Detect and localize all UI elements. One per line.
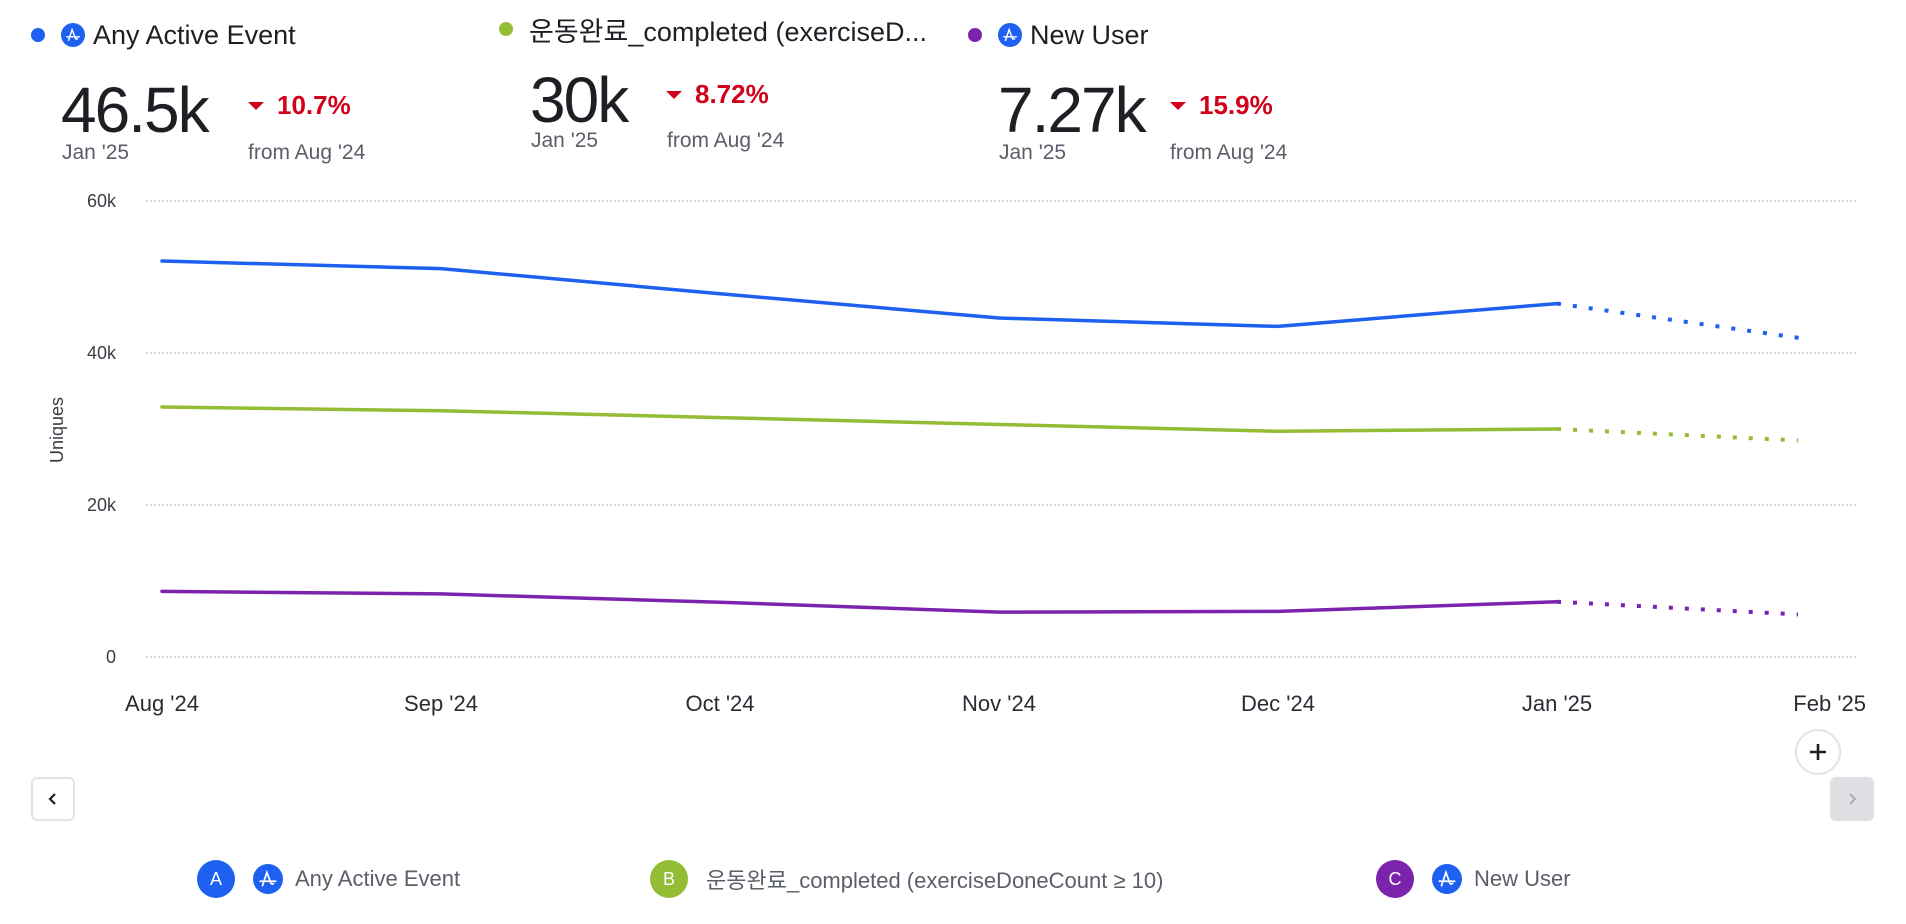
legend-label: New User xyxy=(1474,866,1571,891)
metric-delta-from: from Aug '24 xyxy=(248,141,366,164)
legend-label: 운동완료_completed (exerciseDoneCount ≥ 10) xyxy=(706,868,1164,893)
caret-down-icon xyxy=(666,90,682,99)
event-icon xyxy=(61,23,85,47)
metric-period: Jan '25 xyxy=(531,129,599,152)
metric-delta-value: 15.9% xyxy=(1199,90,1273,120)
caret-down-icon xyxy=(1170,101,1186,110)
previous-page-button[interactable] xyxy=(31,777,75,821)
event-icon xyxy=(998,23,1022,47)
series-badge: C xyxy=(1376,860,1414,898)
metric-title: 운동완료_completed (exerciseD... xyxy=(529,16,927,47)
line-chart[interactable]: 0 20k 40k 60k Uniques Aug '24 Sep '24 Oct '24… xyxy=(0,0,1906,724)
gridlines xyxy=(146,200,1856,658)
y-axis: 0 20k 40k 60k xyxy=(87,191,117,667)
metric-new-user: New User 7.27k Jan '25 15.9% from Aug '2… xyxy=(968,17,1388,167)
series-line[interactable] xyxy=(160,259,1559,329)
caret-down-icon xyxy=(248,101,264,110)
metric-any-active-event: Any Active Event 46.5k Jan '25 10.7% fro… xyxy=(31,17,451,167)
series-color-dot xyxy=(968,28,982,42)
y-tick-label: 20k xyxy=(87,495,117,515)
legend-item-b[interactable]: B 운동완료_completed (exerciseDoneCount ≥ 10… xyxy=(650,859,1163,899)
y-axis-label: Uniques xyxy=(47,397,67,463)
metric-delta-from: from Aug '24 xyxy=(1170,141,1288,164)
metric-title: Any Active Event xyxy=(93,19,296,50)
metric-title-row[interactable]: 운동완료_completed (exerciseD... xyxy=(499,11,927,47)
x-tick-label: Oct '24 xyxy=(685,691,754,716)
x-tick-label: Feb '25 xyxy=(1793,691,1866,716)
series-3[interactable] xyxy=(156,585,1804,620)
chevron-right-icon xyxy=(1849,793,1857,805)
metric-delta: 8.72% xyxy=(666,79,769,110)
metric-period: Jan '25 xyxy=(62,141,130,164)
metric-delta-value: 8.72% xyxy=(695,79,769,109)
metric-delta-value: 10.7% xyxy=(277,90,351,120)
x-tick-label: Sep '24 xyxy=(404,691,478,716)
next-page-button[interactable] xyxy=(1830,777,1874,821)
series-color-dot xyxy=(499,22,513,36)
series-line[interactable] xyxy=(160,405,1559,434)
metric-title-row[interactable]: Any Active Event xyxy=(31,17,296,53)
series-badge: A xyxy=(197,860,235,898)
metric-value: 7.27k xyxy=(998,74,1147,146)
x-tick-label: Nov '24 xyxy=(962,691,1036,716)
event-icon xyxy=(1432,864,1462,894)
x-tick-label: Aug '24 xyxy=(125,691,199,716)
x-tick-label: Jan '25 xyxy=(1522,691,1592,716)
series-line[interactable] xyxy=(160,589,1559,614)
series-2[interactable] xyxy=(156,401,1804,446)
metric-title-row[interactable]: New User xyxy=(968,17,1149,53)
legend-label: Any Active Event xyxy=(295,866,461,891)
metric-delta-from: from Aug '24 xyxy=(667,129,785,152)
metric-exercise-completed: 운동완료_completed (exerciseD... 30k Jan '25… xyxy=(499,11,959,161)
series-1[interactable] xyxy=(156,255,1815,345)
legend-item-a[interactable]: A Any Active Event xyxy=(197,859,460,899)
metric-title: New User xyxy=(1030,19,1149,50)
metric-value: 46.5k xyxy=(61,74,210,146)
series[interactable] xyxy=(156,255,1815,620)
y-tick-label: 40k xyxy=(87,343,117,363)
metric-value: 30k xyxy=(530,64,629,136)
series-color-dot xyxy=(31,28,45,42)
chevron-left-icon xyxy=(48,793,56,805)
plus-icon xyxy=(1810,744,1826,760)
series-legend: A Any Active Event B 운동완료_completed (exe… xyxy=(0,859,1906,899)
metric-delta: 10.7% xyxy=(248,90,351,121)
event-icon xyxy=(253,864,283,894)
forecast-line[interactable] xyxy=(1556,301,1810,342)
forecast-line[interactable] xyxy=(1556,599,1799,617)
y-tick-label: 60k xyxy=(87,191,117,211)
legend-item-c[interactable]: C New User xyxy=(1376,859,1571,899)
x-tick-label: Dec '24 xyxy=(1241,691,1315,716)
x-axis: Aug '24 Sep '24 Oct '24 Nov '24 Dec '24 Jan '… xyxy=(125,691,1866,716)
y-tick-label: 0 xyxy=(106,647,116,667)
metric-delta: 15.9% xyxy=(1170,90,1273,121)
metric-period: Jan '25 xyxy=(999,141,1067,164)
forecast-line[interactable] xyxy=(1556,427,1799,443)
add-annotation-button[interactable] xyxy=(1795,729,1841,775)
series-badge: B xyxy=(650,860,688,898)
